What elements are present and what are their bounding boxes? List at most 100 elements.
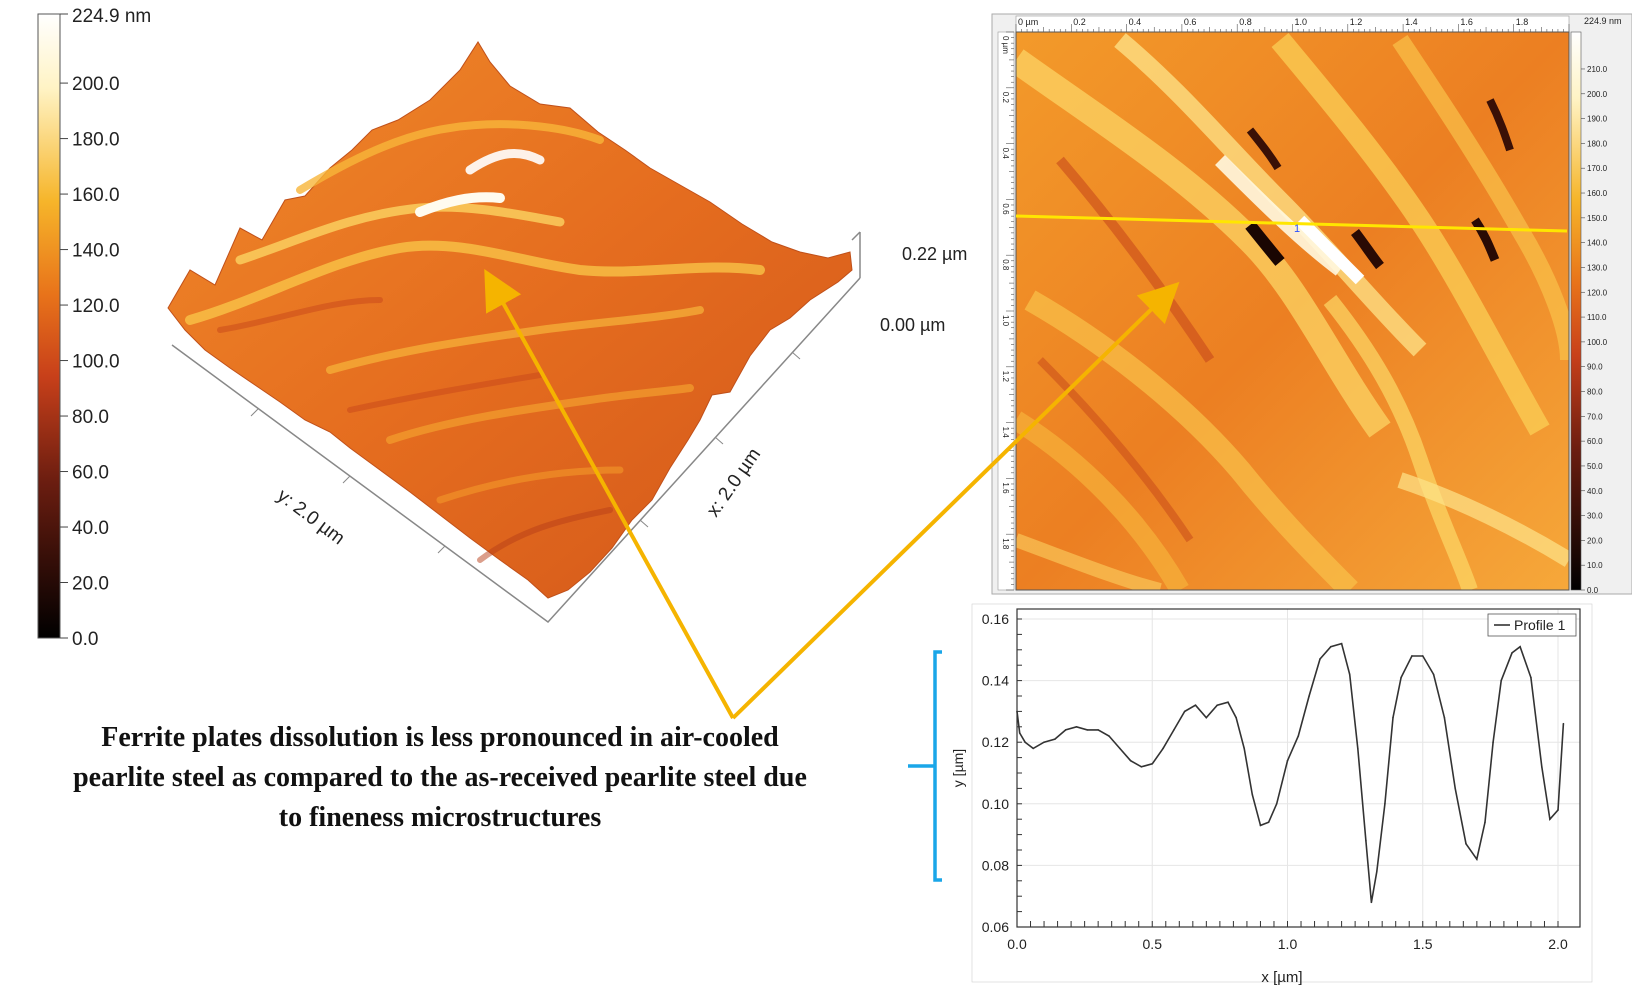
- surface-3d: y: 2.0 µm x: 2.0 µm 0.22 µm 0.00 µm: [167, 41, 967, 624]
- map-2d-top-ruler-label: 1.2: [1350, 17, 1363, 27]
- map-2d-left-ruler-label: 1.6: [1001, 482, 1010, 494]
- profile-chart-point: [1357, 747, 1359, 750]
- map-2d-colorbar-tick-label: 200.0: [1587, 90, 1608, 99]
- profile-chart-frame: [1016, 608, 1581, 928]
- profile-chart-point: [1329, 645, 1332, 648]
- map-2d-colorbar-tick-label: 20.0: [1587, 536, 1603, 545]
- profile-chart-point: [1411, 655, 1413, 657]
- map-2d-profile-line[interactable]: [1015, 214, 1568, 233]
- profile-chart-point: [1183, 710, 1186, 713]
- map-2d-top-ruler-ticks: 0 µm 0.2 0.4 0.6 0.8 1.0 1.2 1.4 1.6 1.8: [1015, 17, 1570, 32]
- map-2d-left-ruler-label: 0.2: [1001, 92, 1010, 104]
- profile-chart-y-tick-label: 0.14: [982, 673, 1009, 689]
- map-2d-top-ruler-label: 1.0: [1295, 17, 1308, 27]
- profile-chart-x-tick-label: 1.5: [1413, 936, 1433, 952]
- profile-chart-point: [1297, 735, 1300, 737]
- profile-chart-ylabel: y [µm]: [950, 749, 966, 787]
- map-2d-image: [1016, 32, 1569, 590]
- profile-chart-point: [1108, 735, 1110, 737]
- profile-chart-point: [1500, 679, 1502, 682]
- map-2d-colorbar-tick-label: 90.0: [1587, 363, 1603, 372]
- map-2d-colorbar-tick-label: 70.0: [1587, 412, 1603, 421]
- profile-chart-point: [1557, 809, 1559, 811]
- map-2d-top-ruler-label: 0.6: [1184, 17, 1197, 27]
- profile-chart-legend: Profile 1: [1487, 613, 1577, 637]
- map-2d-left-ruler-label: 1.2: [1001, 371, 1010, 383]
- profile-chart-point: [1024, 741, 1026, 743]
- colorbar-3d-tick-label: 180.0: [72, 130, 120, 151]
- map-2d-top-ruler-label: 0.8: [1239, 17, 1252, 27]
- surface-3d-z-bottom-label: 0.00 µm: [880, 315, 945, 335]
- map-2d-colorbar-tick-label: 40.0: [1587, 487, 1603, 496]
- map-2d-colorbar-tick-label: 50.0: [1587, 462, 1603, 471]
- map-2d-colorbar-tick-label: 60.0: [1587, 437, 1603, 446]
- caption-line-3: to fineness microstructures: [278, 802, 602, 833]
- profile-chart-point: [1432, 673, 1435, 676]
- arrow-to-3d-icon: [484, 269, 735, 719]
- map-2d-colorbar-max: 224.9 nm: [1584, 16, 1622, 26]
- profile-chart-point: [1454, 787, 1457, 790]
- colorbar-3d-tick-label: 60.0: [72, 463, 109, 484]
- colorbar-3d-tick-label: 80.0: [72, 407, 109, 428]
- colorbar-3d-tick-label: 120.0: [72, 296, 120, 317]
- profile-chart-point: [1275, 803, 1278, 805]
- profile-chart-point: [1118, 747, 1121, 750]
- profile-chart-y-tick-label: 0.06: [982, 919, 1009, 935]
- profile-chart-legend-label: Profile 1: [1514, 617, 1566, 633]
- profile-chart-points: [1016, 642, 1565, 904]
- profile-chart-point: [1370, 901, 1373, 904]
- profile-chart-point: [1259, 824, 1262, 827]
- profile-chart-y-tick-label: 0.12: [982, 734, 1009, 750]
- profile-chart-point: [1267, 821, 1270, 824]
- profile-chart-point: [1151, 762, 1154, 765]
- map-2d-left-ruler-label: 1.8: [1001, 538, 1010, 550]
- profile-chart-x-tick-label: 0.0: [1007, 936, 1027, 952]
- annotation-arrows: [484, 269, 1180, 720]
- profile-chart-y-tick-label: 0.16: [982, 611, 1009, 627]
- profile-chart-point: [1054, 738, 1056, 740]
- surface-3d-z-top-label: 0.22 µm: [902, 244, 967, 264]
- caption-line-1: Ferrite plates dissolution is less prono…: [101, 722, 779, 753]
- profile-chart-point: [1227, 701, 1229, 703]
- map-2d-top-ruler-label: 1.8: [1516, 17, 1529, 27]
- profile-chart-point: [1129, 759, 1132, 762]
- caption: Ferrite plates dissolution is less prono…: [0, 718, 880, 838]
- profile-chart-point: [1308, 695, 1310, 697]
- profile-chart-y-tick-label: 0.08: [982, 857, 1009, 873]
- profile-chart-point: [1365, 839, 1367, 842]
- map-2d-left-ruler-label: 0.6: [1001, 203, 1010, 215]
- colorbar-3d-tick-label: 40.0: [72, 518, 109, 539]
- colorbar-3d-tick-label: 160.0: [72, 185, 120, 206]
- profile-chart-point: [1492, 741, 1494, 743]
- map-2d-colorbar-tick-label: 140.0: [1587, 239, 1608, 248]
- profile-chart-point: [1043, 741, 1045, 743]
- map-2d-colorbar-ticks: 210.0 200.0 190.0 180.0 170.0 160.0 150.0 140.0…: [1581, 65, 1608, 595]
- map-2d-colorbar-tick-label: 0.0: [1587, 586, 1599, 595]
- arrow-to-map-icon: [731, 281, 1180, 720]
- profile-chart-xlabel: x [µm]: [1261, 969, 1302, 986]
- profile-chart-x-tick-label: 1.0: [1278, 936, 1298, 952]
- profile-chart-y-tick-label: 0.10: [982, 796, 1009, 812]
- profile-chart-point: [1392, 716, 1394, 719]
- profile-chart-point: [1097, 729, 1099, 731]
- colorbar-3d-ramp: [37, 13, 61, 639]
- map-2d-left-ruler-label: 0.8: [1001, 259, 1010, 271]
- surface-3d-y-axis-label: y: 2.0 µm: [273, 485, 348, 549]
- profile-chart-point: [1140, 766, 1143, 768]
- profile-chart-point: [1530, 676, 1532, 679]
- profile-chart-x-tick-label: 0.5: [1143, 936, 1163, 952]
- map-2d-colorbar-tick-label: 130.0: [1587, 263, 1608, 272]
- profile-chart-point: [1511, 652, 1513, 654]
- profile-chart-point: [1465, 843, 1467, 845]
- bracket-icon: [908, 650, 942, 882]
- profile-chart-point: [1173, 729, 1175, 731]
- profile-chart-point: [1216, 704, 1218, 707]
- map-2d-colorbar-tick-label: 100.0: [1587, 338, 1608, 347]
- map-2d-profile-marker: 1: [1294, 223, 1300, 235]
- colorbar-3d-tick-label: 0.0: [72, 629, 98, 650]
- profile-chart: 0.0 0.5 1.0 1.5 2.00.160.140.120.100.080.06 …: [950, 603, 1593, 986]
- profile-chart-point: [1235, 716, 1237, 719]
- profile-chart-point: [1162, 747, 1164, 750]
- profile-chart-point: [1064, 729, 1067, 731]
